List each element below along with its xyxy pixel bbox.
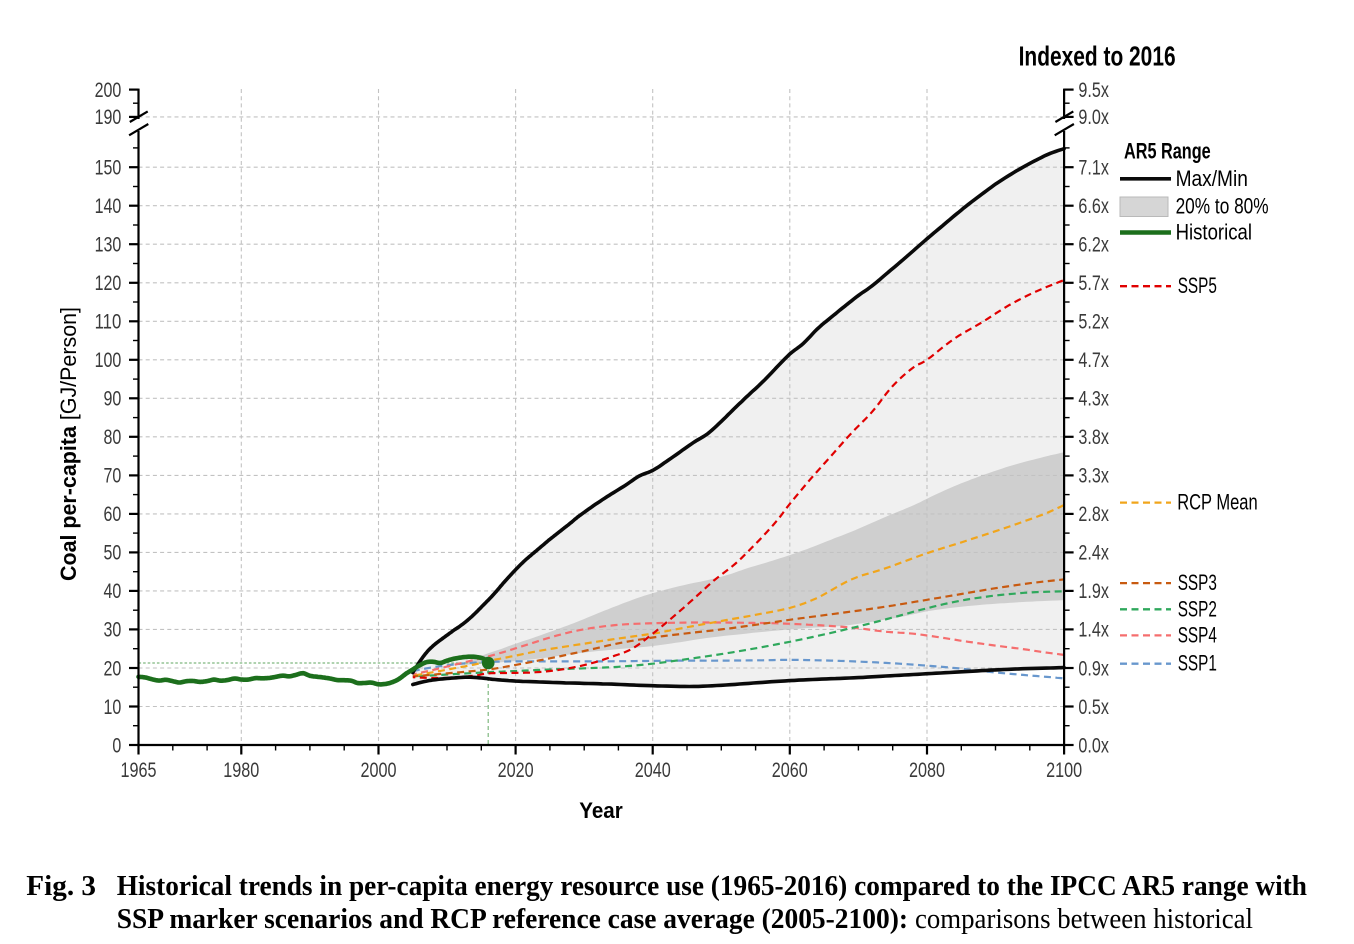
svg-text:2020: 2020 [498, 759, 534, 782]
svg-text:SSP2: SSP2 [1178, 596, 1217, 621]
svg-text:6.6x: 6.6x [1078, 195, 1109, 218]
svg-text:20% to 80%: 20% to 80% [1176, 194, 1269, 219]
svg-text:6.2x: 6.2x [1078, 234, 1109, 257]
svg-text:10: 10 [104, 696, 122, 719]
svg-text:Year: Year [579, 798, 623, 823]
svg-text:2060: 2060 [772, 759, 808, 782]
svg-text:4.7x: 4.7x [1078, 349, 1109, 372]
svg-text:SSP4: SSP4 [1178, 622, 1217, 647]
svg-text:0: 0 [112, 734, 121, 757]
svg-text:comparisons between historical: comparisons between historical [915, 904, 1253, 935]
svg-text:2000: 2000 [361, 759, 397, 782]
svg-text:9.0x: 9.0x [1078, 106, 1109, 129]
svg-text:Fig. 3: Fig. 3 [26, 871, 96, 902]
svg-text:70: 70 [104, 465, 122, 488]
svg-text:3.3x: 3.3x [1078, 465, 1109, 488]
svg-text:0.5x: 0.5x [1078, 696, 1109, 719]
svg-text:2.4x: 2.4x [1078, 542, 1109, 565]
svg-text:SSP1: SSP1 [1178, 651, 1217, 676]
svg-text:3.8x: 3.8x [1078, 426, 1109, 449]
svg-text:60: 60 [104, 503, 122, 526]
svg-text:AR5 Range: AR5 Range [1124, 139, 1211, 164]
svg-text:Historical: Historical [1176, 220, 1252, 245]
svg-text:5.2x: 5.2x [1078, 311, 1109, 334]
svg-text:40: 40 [104, 580, 122, 603]
svg-text:200: 200 [95, 79, 122, 102]
svg-text:30: 30 [104, 619, 122, 642]
svg-text:100: 100 [95, 349, 122, 372]
svg-text:90: 90 [104, 388, 122, 411]
svg-text:9.5x: 9.5x [1078, 79, 1109, 102]
svg-text:50: 50 [104, 542, 122, 565]
svg-text:Max/Min: Max/Min [1176, 166, 1248, 191]
svg-text:1980: 1980 [223, 759, 259, 782]
svg-text:2100: 2100 [1046, 759, 1082, 782]
svg-text:20: 20 [104, 657, 122, 680]
svg-text:190: 190 [95, 106, 122, 129]
svg-text:SSP3: SSP3 [1178, 570, 1217, 595]
svg-text:Historical trends in per-capit: Historical trends in per-capita energy r… [117, 871, 1307, 902]
svg-text:1.4x: 1.4x [1078, 619, 1109, 642]
svg-text:150: 150 [95, 157, 122, 180]
svg-text:5.7x: 5.7x [1078, 272, 1109, 295]
svg-text:SSP5: SSP5 [1178, 273, 1217, 298]
svg-text:130: 130 [95, 234, 122, 257]
svg-text:140: 140 [95, 195, 122, 218]
svg-text:2.8x: 2.8x [1078, 503, 1109, 526]
svg-text:4.3x: 4.3x [1078, 388, 1109, 411]
svg-text:0.9x: 0.9x [1078, 657, 1109, 680]
svg-text:RCP Mean: RCP Mean [1177, 490, 1258, 515]
svg-text:0.0x: 0.0x [1078, 734, 1109, 757]
svg-text:120: 120 [95, 272, 122, 295]
svg-text:1965: 1965 [121, 759, 157, 782]
svg-text:1.9x: 1.9x [1078, 580, 1109, 603]
svg-text:80: 80 [104, 426, 122, 449]
svg-text:7.1x: 7.1x [1078, 157, 1109, 180]
svg-text:2080: 2080 [909, 759, 945, 782]
svg-text:SSP marker scenarios and RCP r: SSP marker scenarios and RCP reference c… [117, 904, 908, 935]
svg-text:Coal per-capita [GJ/Person]: Coal per-capita [GJ/Person] [56, 307, 81, 581]
svg-text:Indexed to 2016: Indexed to 2016 [1019, 41, 1176, 72]
svg-text:110: 110 [95, 311, 122, 334]
svg-text:2040: 2040 [635, 759, 671, 782]
